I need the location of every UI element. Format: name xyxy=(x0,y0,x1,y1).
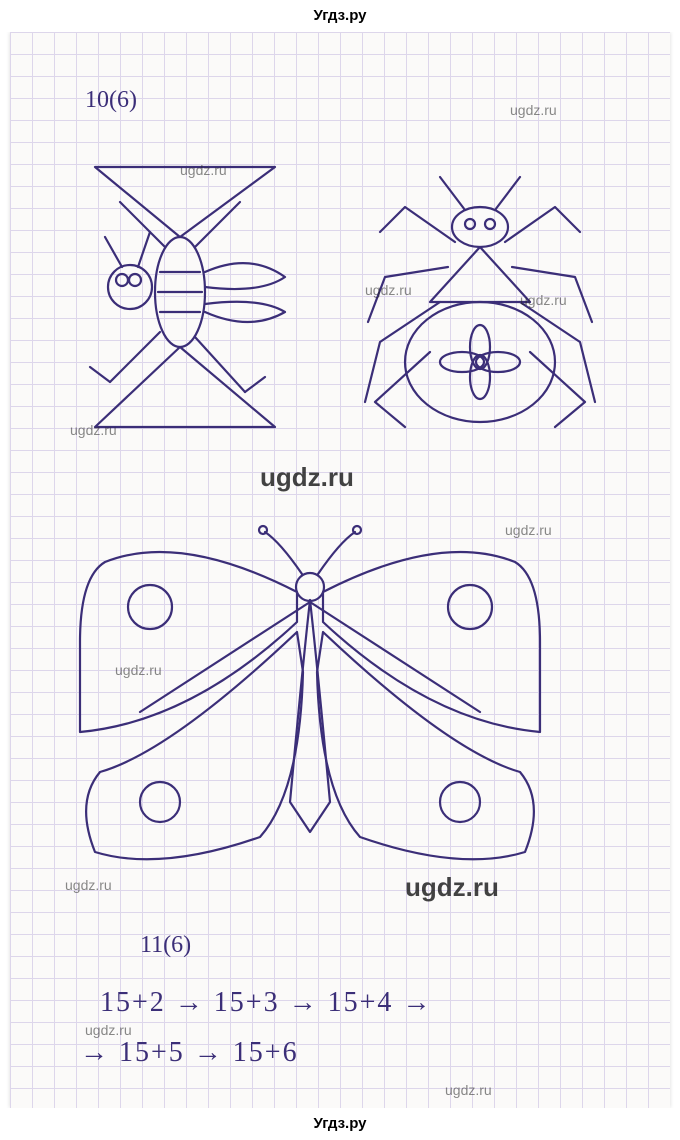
spider-drawing xyxy=(365,177,595,427)
notebook-page: ugdz.ru ugdz.ru ugdz.ru ugdz.ru ugdz.ru … xyxy=(10,32,670,1108)
header-title: Угдз.ру xyxy=(313,7,366,24)
math-line-1: 15+2 → 15+3 → 15+4 → xyxy=(100,987,432,1019)
task-10-label: 10(6) xyxy=(85,87,137,114)
task-11-label: 11(6) xyxy=(140,932,191,959)
ink-svg xyxy=(10,32,670,1108)
page-footer: Угдз.ру xyxy=(0,1108,680,1140)
page-header: Угдз.ру xyxy=(0,0,680,32)
butterfly-drawing xyxy=(80,526,540,859)
footer-title: Угдз.ру xyxy=(313,1115,366,1132)
drawings-layer xyxy=(10,32,670,1108)
bee-drawing xyxy=(90,167,285,427)
math-line-2: → 15+5 → 15+6 xyxy=(80,1037,299,1069)
